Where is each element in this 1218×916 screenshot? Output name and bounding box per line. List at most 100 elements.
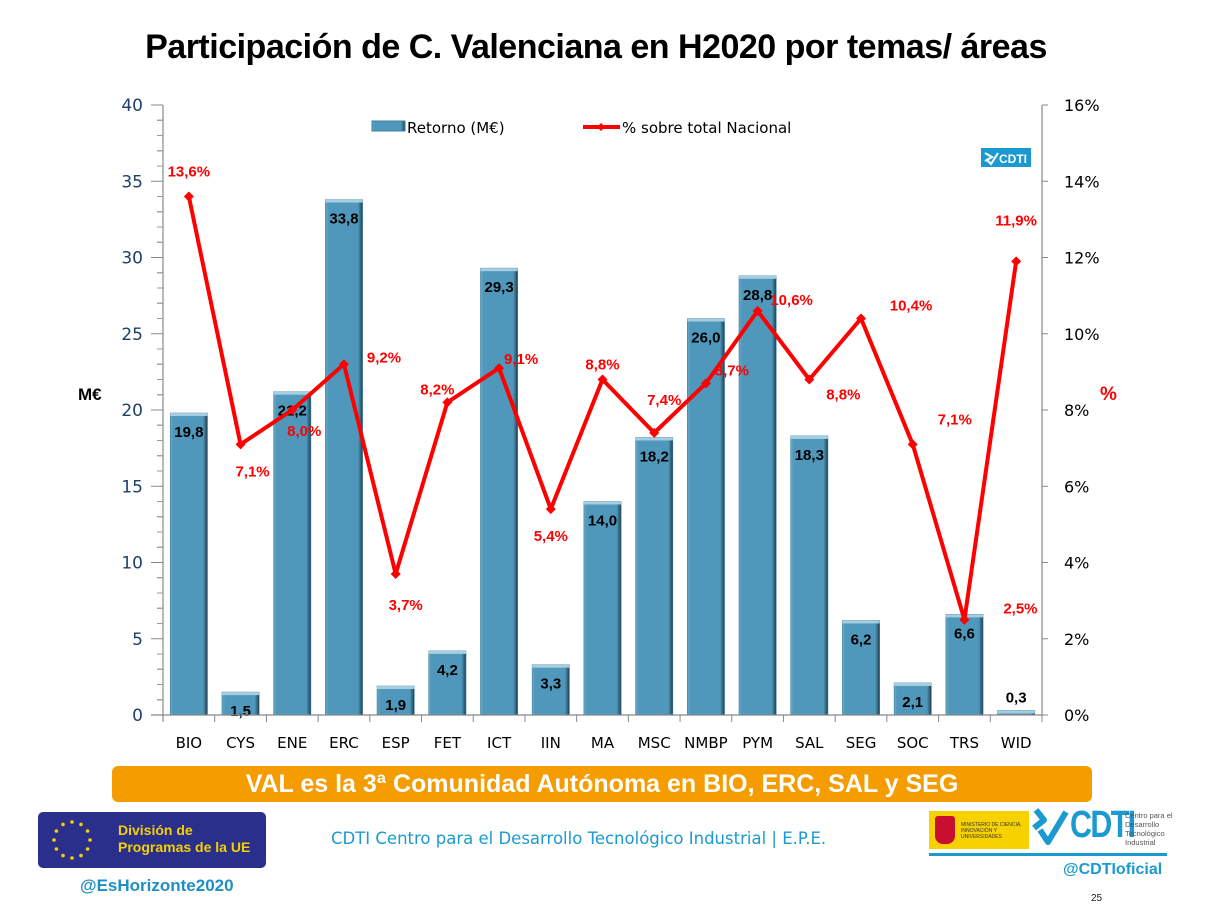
percent-value-label: 9,1% bbox=[504, 351, 538, 368]
bar-top-highlight bbox=[739, 275, 777, 279]
spain-coat-of-arms-icon bbox=[935, 816, 955, 844]
x-tick-label: SAL bbox=[795, 734, 824, 752]
right-tick-label: 10% bbox=[1064, 325, 1100, 344]
percent-value-label: 8,0% bbox=[287, 423, 321, 440]
eu-twitter-handle[interactable]: @EsHorizonte2020 bbox=[80, 876, 234, 895]
bar-sal bbox=[790, 435, 829, 716]
bar-iin bbox=[531, 664, 570, 716]
left-axis-title: M€ bbox=[78, 385, 102, 404]
bar-value-label: 18,3 bbox=[795, 447, 824, 464]
percent-value-label: 3,7% bbox=[389, 597, 423, 614]
x-tick-label: MSC bbox=[638, 734, 671, 752]
bar-top-highlight bbox=[170, 413, 208, 417]
percent-marker bbox=[1011, 256, 1022, 267]
bar-value-label: 6,2 bbox=[851, 631, 872, 648]
legend-line-marker bbox=[597, 123, 605, 131]
percent-marker bbox=[235, 439, 246, 450]
percent-marker bbox=[183, 191, 194, 202]
percent-value-label: 7,4% bbox=[647, 392, 681, 409]
percent-marker bbox=[390, 568, 401, 579]
bar-fet bbox=[428, 650, 467, 716]
percent-value-label: 8,8% bbox=[585, 357, 619, 374]
left-tick-label: 35 bbox=[121, 172, 143, 192]
left-tick-label: 15 bbox=[121, 477, 143, 497]
cdti-footer-text: CDTI Centro para el Desarrollo Tecnológi… bbox=[331, 829, 827, 848]
legend-bar-swatch bbox=[371, 120, 406, 132]
bar-top-highlight bbox=[997, 710, 1035, 714]
page-number: 25 bbox=[1091, 893, 1103, 904]
bar-ene bbox=[273, 391, 312, 716]
bar-soc bbox=[893, 682, 932, 716]
right-tick-label: 6% bbox=[1064, 477, 1089, 496]
right-tick-label: 14% bbox=[1064, 172, 1100, 191]
bar-msc bbox=[635, 437, 674, 716]
percent-marker bbox=[804, 374, 815, 385]
x-tick-label: SEG bbox=[846, 734, 877, 752]
percent-value-label: 7,1% bbox=[938, 411, 972, 428]
eu-star-icon bbox=[54, 829, 59, 833]
bar-pym bbox=[738, 275, 777, 716]
bar-bio bbox=[169, 412, 208, 716]
bar-top-highlight bbox=[842, 620, 880, 624]
left-tick-label: 0 bbox=[132, 706, 143, 726]
percent-marker bbox=[959, 614, 970, 625]
cdti-check-logo-icon bbox=[1032, 808, 1069, 845]
eu-star-icon bbox=[88, 838, 92, 842]
percent-value-label: 5,4% bbox=[534, 528, 568, 545]
eu-stars-icon bbox=[52, 820, 92, 860]
line-series: 13,6% 7,1% 8,0% 9,2% 3,7% 8,2% 9,1% 5,4% 8,8% 7,4… bbox=[168, 164, 1038, 625]
right-axis-title: % bbox=[1100, 384, 1117, 405]
cdti-check-icon bbox=[984, 152, 999, 166]
bar-value-label: 19,8 bbox=[174, 424, 203, 441]
left-axis: 0 5 10 15 20 25 30 35 40 bbox=[121, 96, 164, 726]
percent-value-label: 8,8% bbox=[826, 387, 860, 404]
cdti-twitter-handle[interactable]: @CDTIoficial bbox=[1063, 861, 1163, 878]
bar-esp bbox=[376, 685, 415, 716]
x-tick-label: ESP bbox=[382, 734, 410, 752]
bar-top-highlight bbox=[583, 501, 622, 505]
percent-marker bbox=[700, 378, 711, 389]
cdti-watermark-box bbox=[981, 148, 1031, 167]
percent-marker bbox=[545, 504, 556, 515]
eu-star-icon bbox=[54, 847, 59, 851]
legend-bar-label: Retorno (M€) bbox=[407, 119, 505, 137]
bar-erc bbox=[325, 199, 363, 716]
eu-logo-line1: División de bbox=[118, 822, 193, 838]
percent-value-label: 7,1% bbox=[235, 463, 269, 480]
bar-value-label: 2,1 bbox=[902, 694, 923, 711]
bar-top-highlight bbox=[635, 437, 673, 441]
percent-marker bbox=[649, 427, 660, 438]
bar-value-label: 0,3 bbox=[1006, 689, 1027, 706]
percent-marker bbox=[338, 359, 349, 370]
bar-value-label: 6,6 bbox=[954, 625, 975, 642]
x-tick-label: SOC bbox=[897, 734, 929, 752]
percent-value-label: 9,2% bbox=[367, 349, 401, 366]
bar-value-label: 3,3 bbox=[540, 676, 561, 693]
percent-marker bbox=[442, 397, 453, 408]
bar-top-highlight bbox=[428, 650, 466, 654]
x-tick-label: PYM bbox=[742, 734, 773, 752]
x-tick-label: CYS bbox=[226, 734, 255, 752]
bar-value-label: 1,9 bbox=[385, 697, 406, 714]
left-tick-label: 30 bbox=[121, 249, 143, 269]
bar-top-highlight bbox=[790, 435, 828, 439]
right-tick-label: 2% bbox=[1064, 630, 1089, 649]
percent-marker bbox=[907, 439, 918, 450]
percent-value-label: 8,7% bbox=[715, 362, 749, 379]
x-tick-label: FET bbox=[434, 734, 462, 752]
legend-line-label: % sobre total Nacional bbox=[622, 119, 791, 137]
left-tick-label: 10 bbox=[121, 554, 143, 574]
percent-value-label: 2,5% bbox=[1003, 601, 1037, 618]
eu-star-icon bbox=[70, 856, 74, 860]
cdti-divider bbox=[929, 853, 1167, 856]
highlight-banner: VAL es la 3ª Comunidad Autónoma en BIO, … bbox=[112, 766, 1092, 802]
percent-value-label: 13,6% bbox=[168, 164, 211, 181]
left-tick-label: 20 bbox=[121, 401, 143, 421]
bar-value-label: 14,0 bbox=[588, 513, 617, 530]
eu-star-icon bbox=[79, 853, 83, 858]
eu-programs-logo: División de Programas de la UE bbox=[38, 812, 266, 868]
eu-star-icon bbox=[70, 820, 74, 824]
eu-star-icon bbox=[61, 822, 65, 827]
x-tick-label: WID bbox=[1001, 734, 1032, 752]
